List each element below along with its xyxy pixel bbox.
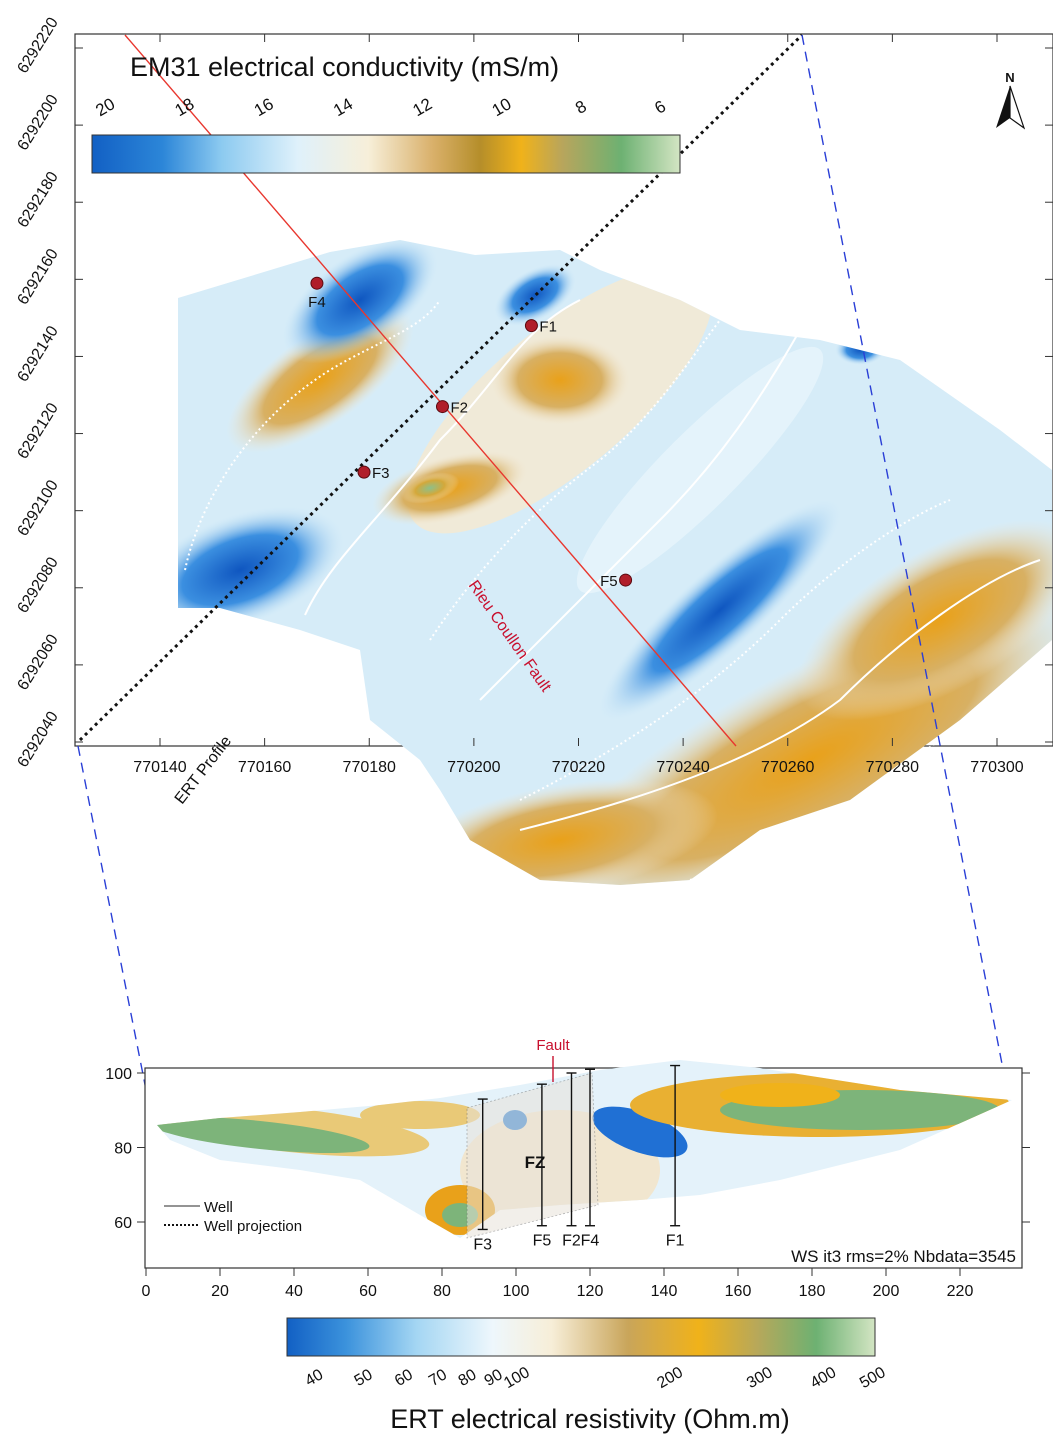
white-contours [184, 299, 1051, 881]
map-panel: Rieu Coullon Fault ERT Profile EM31 prof… [14, 15, 1053, 1121]
map-x-tick-label: 770160 [238, 759, 291, 776]
well-legend: Well Well projection [164, 1199, 302, 1235]
map-x-axis: 770140 770160 770180 770200 770220 770240 7702… [133, 34, 1024, 776]
resistivity-colorbar-title: ERT electrical resistivity (Ohm.m) [390, 1404, 790, 1434]
well-label: F3 [372, 465, 390, 482]
well-marker [524, 319, 538, 333]
resistivity-tick-label: 200 [654, 1364, 686, 1392]
well-label: F1 [539, 319, 557, 336]
resistivity-tick-label: 500 [857, 1364, 889, 1392]
section-y-tick-label: 100 [105, 1066, 132, 1083]
resistivity-tick-label: 80 [456, 1366, 480, 1390]
resistivity-tick-label: 50 [352, 1366, 376, 1390]
projection-line-left [77, 745, 153, 1121]
section-x-tick-label: 180 [799, 1283, 826, 1300]
fault-zone [466, 1072, 599, 1239]
em31-colorbar-bar [91, 134, 681, 174]
section-x-tick-label: 100 [503, 1283, 530, 1300]
section-x-tick-label: 60 [359, 1283, 377, 1300]
resistivity-tick-label: 60 [392, 1366, 416, 1390]
ert-profile-line [78, 33, 804, 742]
map-x-tick-label: 770180 [343, 759, 396, 776]
map-y-tick-label: 6292200 [14, 92, 61, 154]
em31-colorbar-title: EM31 electrical conductivity (mS/m) [130, 52, 559, 82]
section-well-label: F2 [562, 1233, 581, 1250]
svg-text:N: N [1005, 70, 1014, 85]
map-x-tick-label: 770240 [656, 759, 709, 776]
resistivity-tick-label: 40 [302, 1366, 326, 1390]
well-marker [435, 400, 449, 414]
section-y-tick-label: 80 [114, 1141, 132, 1158]
section-y-tick-label: 60 [114, 1215, 132, 1232]
inversion-note: WS it3 rms=2% Nbdata=3545 [791, 1247, 1016, 1266]
map-y-tick-label: 6292120 [14, 400, 61, 462]
map-wells: F4 F1 F2 F3 F5 [308, 276, 633, 590]
section-well-label: F1 [666, 1233, 685, 1250]
section-y-axis: 100 80 60 [105, 1066, 1030, 1232]
projection-line-right [801, 34, 1011, 1106]
section-well-label: F4 [581, 1233, 600, 1250]
legend-well-projection: Well projection [204, 1218, 302, 1235]
section-x-tick-label: 140 [651, 1283, 678, 1300]
map-y-tick-label: 6292140 [14, 323, 61, 385]
map-x-tick-label: 770300 [970, 759, 1023, 776]
resistivity-tick-label: 400 [808, 1364, 840, 1392]
map-x-tick-label: 770200 [447, 759, 500, 776]
resistivity-tick-label: 100 [501, 1364, 533, 1392]
resistivity-tick-label: 70 [426, 1366, 450, 1390]
map-y-tick-label: 6292180 [14, 169, 61, 231]
ert-section-panel: FZ Fault F3 F5 F2 F4 F1 Well Well projection… [105, 1037, 1030, 1300]
map-y-tick-label: 6292040 [14, 709, 61, 771]
map-y-tick-label: 6292220 [14, 15, 61, 77]
section-x-tick-label: 0 [142, 1283, 151, 1300]
section-x-tick-label: 40 [285, 1283, 303, 1300]
well-marker [619, 573, 633, 587]
section-well-label: F5 [533, 1233, 552, 1250]
section-x-tick-label: 120 [577, 1283, 604, 1300]
fz-label: FZ [525, 1153, 546, 1172]
map-x-tick-label: 770140 [133, 759, 186, 776]
well-label: F4 [308, 294, 326, 311]
section-x-tick-label: 80 [433, 1283, 451, 1300]
map-y-tick-label: 6292060 [14, 632, 61, 694]
map-x-tick-label: 770220 [552, 759, 605, 776]
resistivity-colorbar-bar [286, 1317, 876, 1357]
well-marker [357, 465, 371, 479]
section-x-tick-label: 200 [873, 1283, 900, 1300]
map-x-tick-label: 770260 [761, 759, 814, 776]
north-arrow-icon: N [996, 70, 1026, 130]
map-x-tick-label: 770280 [866, 759, 919, 776]
map-y-tick-label: 6292080 [14, 554, 61, 616]
section-x-tick-label: 160 [725, 1283, 752, 1300]
resistivity-tick-label: 300 [744, 1364, 776, 1392]
section-x-tick-label: 220 [947, 1283, 974, 1300]
map-y-tick-label: 6292160 [14, 246, 61, 308]
em31-colorbar: EM31 electrical conductivity (mS/m) 20 18… [91, 52, 681, 174]
well-label: F2 [450, 400, 468, 417]
legend-well: Well [204, 1199, 233, 1216]
well-marker [310, 276, 324, 290]
section-well-label: F3 [473, 1236, 492, 1253]
section-fault-label: Fault [536, 1037, 570, 1054]
well-label: F5 [600, 573, 618, 590]
section-x-tick-label: 20 [211, 1283, 229, 1300]
map-y-tick-label: 6292100 [14, 477, 61, 539]
section-wells: F3 F5 F2 F4 F1 [473, 1064, 685, 1253]
section-x-axis: 0 20 40 60 80 100 120 140 160 180 200 220 [142, 1268, 974, 1300]
resistivity-tick-label: 90 [482, 1366, 506, 1390]
